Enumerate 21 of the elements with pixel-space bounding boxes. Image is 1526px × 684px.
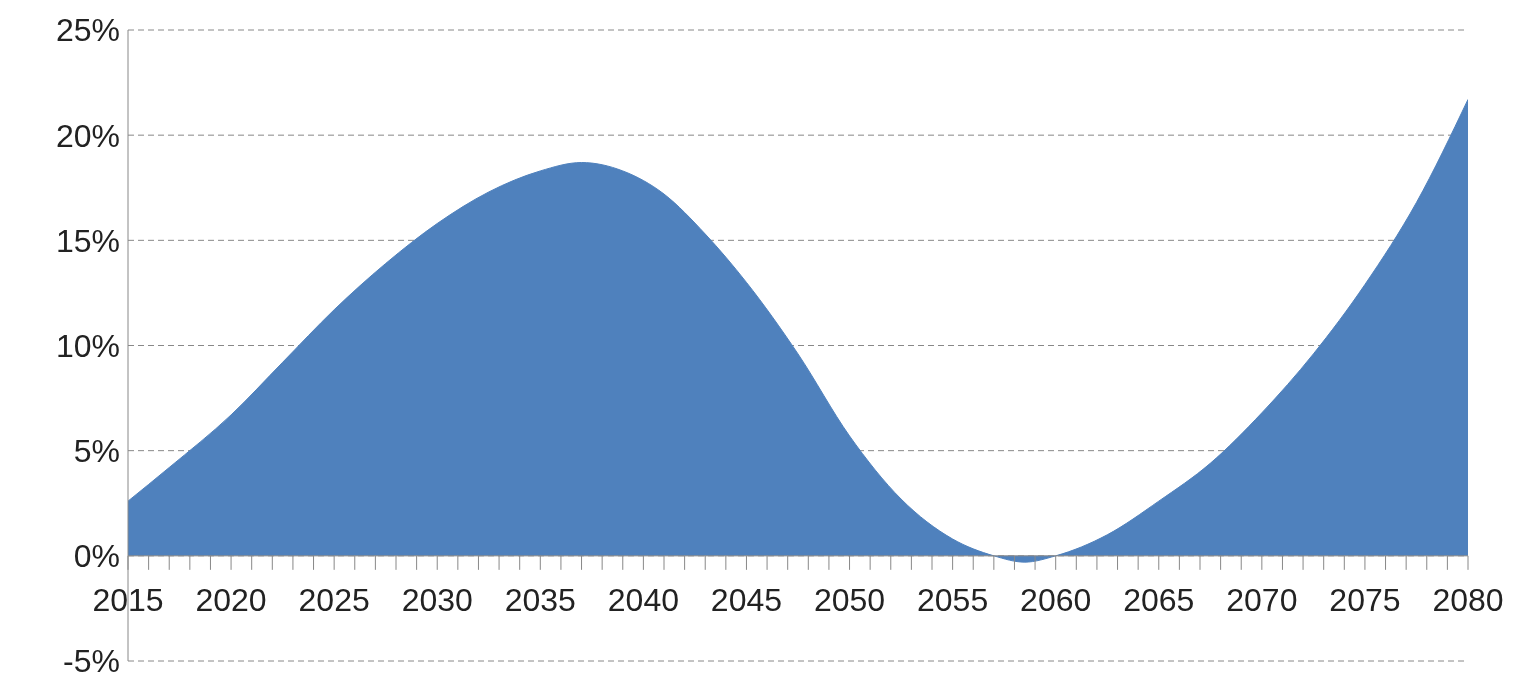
- y-tick-label: 5%: [73, 433, 120, 470]
- y-tick-label: 20%: [55, 117, 120, 154]
- y-tick-label: 25%: [55, 12, 120, 49]
- x-tick-label: 2050: [813, 582, 886, 619]
- x-tick-label: 2055: [917, 582, 989, 619]
- x-tick-label: 2040: [607, 582, 679, 619]
- x-tick-label: 2035: [504, 582, 576, 619]
- x-tick-label: 2060: [1020, 582, 1092, 619]
- y-tick-label: 0%: [73, 538, 120, 575]
- y-tick-label: 10%: [55, 327, 120, 364]
- y-tick-label: -5%: [63, 643, 120, 680]
- x-tick-label: 2025: [298, 582, 370, 619]
- x-tick-label: 2045: [710, 582, 783, 619]
- x-tick-label: 2020: [195, 582, 267, 619]
- x-tick-label: 2080: [1432, 582, 1504, 619]
- x-tick-label: 2070: [1226, 582, 1298, 619]
- x-tick-label: 2075: [1329, 582, 1401, 619]
- x-tick-label: 2065: [1123, 582, 1195, 619]
- x-tick-label: 2030: [401, 582, 473, 619]
- y-tick-label: 15%: [55, 222, 120, 259]
- x-tick-label: 2015: [92, 582, 164, 619]
